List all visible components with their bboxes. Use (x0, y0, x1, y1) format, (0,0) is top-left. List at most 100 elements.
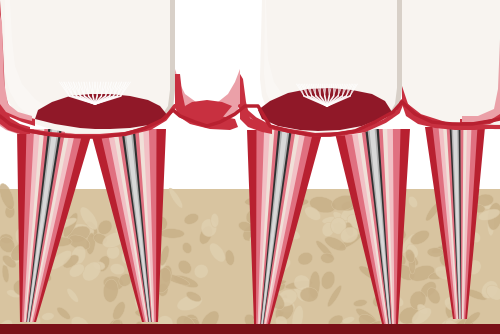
Ellipse shape (201, 311, 219, 331)
Ellipse shape (71, 317, 90, 333)
Ellipse shape (428, 270, 450, 280)
Ellipse shape (435, 266, 454, 280)
Ellipse shape (49, 250, 72, 270)
Ellipse shape (125, 233, 147, 248)
Ellipse shape (356, 308, 377, 324)
Ellipse shape (288, 325, 298, 334)
Ellipse shape (32, 248, 56, 264)
Ellipse shape (31, 217, 49, 231)
Ellipse shape (176, 316, 196, 334)
Ellipse shape (400, 234, 415, 254)
Ellipse shape (406, 254, 418, 266)
Ellipse shape (102, 232, 126, 248)
Ellipse shape (454, 259, 469, 275)
Ellipse shape (272, 281, 285, 292)
Ellipse shape (276, 298, 295, 313)
Ellipse shape (486, 285, 500, 300)
Ellipse shape (304, 207, 321, 220)
Ellipse shape (122, 223, 141, 238)
Ellipse shape (200, 226, 212, 244)
Ellipse shape (136, 271, 160, 285)
Ellipse shape (256, 315, 274, 334)
Polygon shape (264, 0, 310, 126)
Polygon shape (126, 129, 150, 322)
Ellipse shape (244, 196, 270, 206)
Ellipse shape (460, 263, 471, 274)
Ellipse shape (28, 199, 42, 215)
Ellipse shape (98, 256, 110, 272)
Polygon shape (462, 14, 500, 122)
Polygon shape (0, 0, 35, 126)
Ellipse shape (68, 226, 90, 242)
Ellipse shape (134, 227, 154, 245)
Ellipse shape (320, 253, 334, 263)
Ellipse shape (48, 237, 72, 246)
Polygon shape (90, 129, 166, 322)
Ellipse shape (310, 197, 336, 213)
Ellipse shape (48, 215, 57, 234)
Ellipse shape (328, 315, 343, 327)
Ellipse shape (394, 227, 406, 239)
Ellipse shape (281, 198, 308, 206)
FancyBboxPatch shape (0, 189, 500, 334)
Polygon shape (0, 79, 28, 134)
Ellipse shape (42, 313, 54, 320)
Polygon shape (17, 129, 93, 322)
Ellipse shape (452, 266, 459, 283)
Ellipse shape (410, 230, 430, 244)
Ellipse shape (144, 201, 156, 214)
Ellipse shape (26, 314, 40, 328)
Ellipse shape (358, 196, 370, 203)
Polygon shape (0, 0, 175, 135)
Ellipse shape (67, 288, 78, 302)
Ellipse shape (6, 290, 21, 298)
Ellipse shape (98, 220, 112, 234)
Ellipse shape (270, 281, 276, 304)
Polygon shape (25, 129, 70, 322)
Ellipse shape (109, 194, 118, 212)
Polygon shape (26, 129, 62, 322)
Ellipse shape (116, 225, 126, 236)
Ellipse shape (254, 313, 266, 322)
Ellipse shape (347, 214, 369, 230)
Ellipse shape (148, 276, 158, 292)
Ellipse shape (487, 211, 494, 236)
Polygon shape (113, 129, 153, 322)
Polygon shape (0, 64, 30, 134)
Ellipse shape (201, 219, 217, 237)
Ellipse shape (408, 253, 416, 274)
Ellipse shape (51, 189, 66, 200)
Ellipse shape (285, 281, 312, 289)
Polygon shape (247, 130, 323, 324)
Polygon shape (357, 129, 393, 324)
Ellipse shape (24, 213, 44, 224)
Polygon shape (5, 0, 60, 124)
Ellipse shape (160, 245, 169, 266)
Ellipse shape (82, 262, 101, 281)
Ellipse shape (160, 228, 184, 238)
Ellipse shape (322, 271, 335, 289)
Ellipse shape (184, 213, 198, 224)
Ellipse shape (86, 221, 98, 238)
Ellipse shape (201, 325, 214, 334)
Ellipse shape (488, 203, 500, 230)
Polygon shape (258, 88, 392, 131)
Ellipse shape (63, 255, 79, 268)
Ellipse shape (104, 279, 118, 302)
Ellipse shape (292, 306, 304, 331)
Ellipse shape (340, 227, 358, 243)
Ellipse shape (0, 320, 12, 334)
Ellipse shape (454, 257, 469, 280)
Ellipse shape (259, 280, 286, 287)
Ellipse shape (322, 222, 334, 236)
Ellipse shape (406, 244, 418, 259)
Ellipse shape (396, 265, 414, 280)
Ellipse shape (399, 307, 419, 324)
Ellipse shape (333, 212, 350, 226)
Ellipse shape (464, 289, 487, 300)
Polygon shape (107, 129, 154, 322)
Ellipse shape (2, 255, 16, 268)
Ellipse shape (2, 264, 9, 283)
Polygon shape (240, 74, 272, 134)
Ellipse shape (410, 266, 434, 281)
